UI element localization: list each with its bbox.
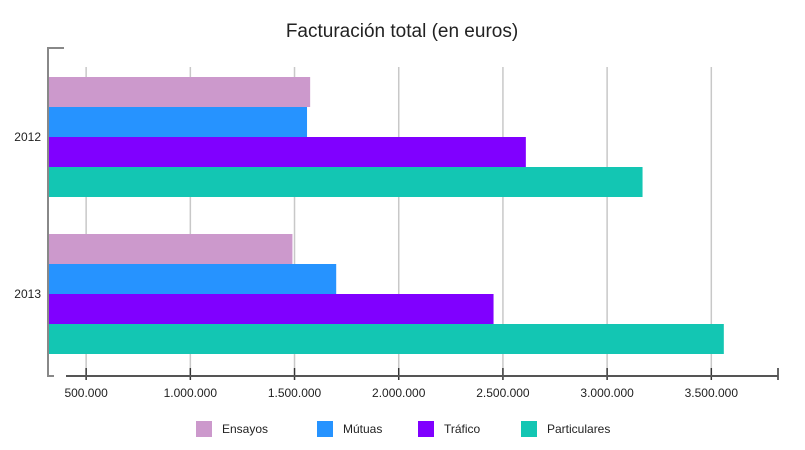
x-tick-label: 1.500.000 (268, 386, 322, 400)
legend-swatch (317, 421, 333, 437)
bar-particulares-2013 (49, 324, 724, 354)
x-tick-label: 3.500.000 (685, 386, 739, 400)
legend-label: Mútuas (343, 422, 382, 436)
y-category-label: 2013 (14, 287, 41, 301)
x-tick-label: 2.500.000 (476, 386, 530, 400)
legend-swatch (196, 421, 212, 437)
x-tick-label: 500.000 (64, 386, 108, 400)
legend-label: Particulares (547, 422, 610, 436)
bar-tráfico-2012 (49, 137, 526, 167)
y-axis-line (47, 47, 64, 377)
legend-swatch (521, 421, 537, 437)
x-tick-label: 2.000.000 (372, 386, 426, 400)
legend-swatch (418, 421, 434, 437)
legend-label: Tráfico (444, 422, 481, 436)
x-tick-label: 1.000.000 (164, 386, 218, 400)
legend-label: Ensayos (222, 422, 268, 436)
bar-particulares-2012 (49, 167, 643, 197)
bar-tráfico-2013 (49, 294, 494, 324)
bar-ensayos-2013 (49, 234, 293, 264)
y-category-label: 2012 (14, 130, 41, 144)
bar-mútuas-2012 (49, 107, 308, 137)
bar-mútuas-2013 (49, 264, 337, 294)
x-tick-label: 3.000.000 (580, 386, 634, 400)
bar-ensayos-2012 (49, 77, 311, 107)
chart-title: Facturación total (en euros) (286, 21, 518, 42)
